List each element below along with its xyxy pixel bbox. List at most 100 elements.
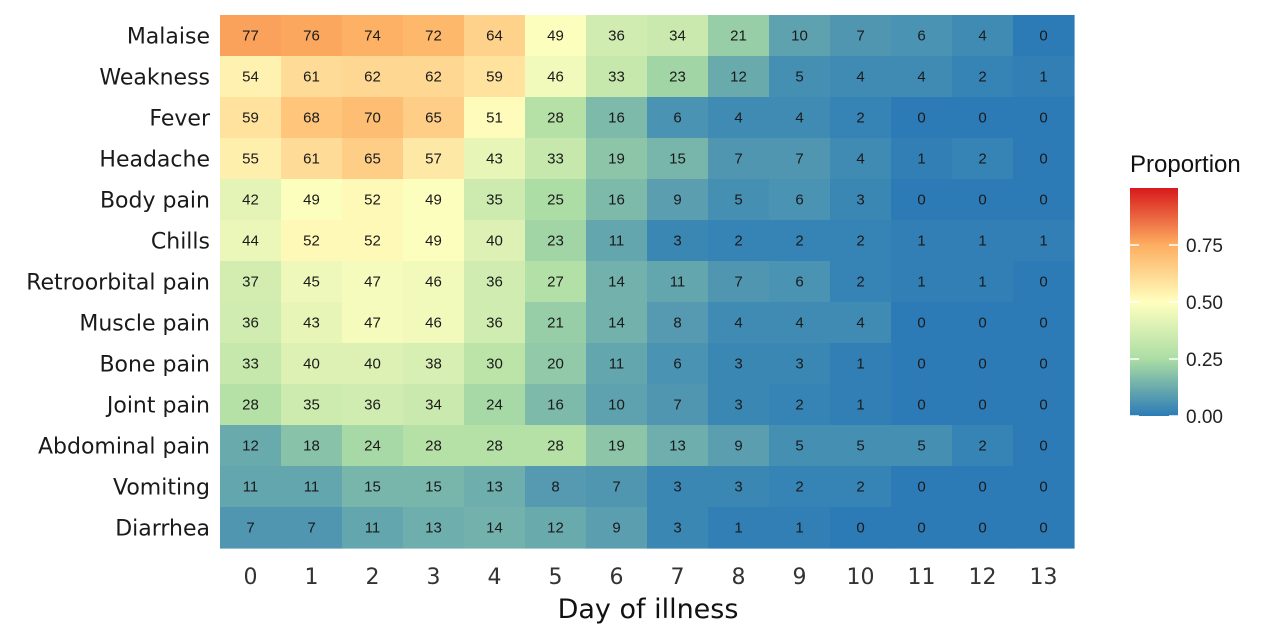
heatmap-cell: [769, 56, 831, 98]
heatmap-cell: [281, 220, 343, 262]
cell-value-label: 19: [608, 438, 625, 455]
cell-value-label: 33: [608, 69, 625, 86]
heatmap-cell: [464, 384, 526, 426]
cell-value-label: 7: [612, 479, 620, 496]
cell-value-label: 13: [669, 438, 686, 455]
cell-value-label: 0: [1039, 438, 1047, 455]
heatmap-cell: [586, 15, 648, 57]
heatmap-cell: [403, 507, 465, 549]
cell-value-label: 3: [734, 397, 742, 414]
cell-value-label: 16: [547, 397, 564, 414]
x-axis-tick-label: 3: [427, 565, 441, 590]
cell-value-label: 59: [242, 110, 259, 127]
heatmap-cell: [403, 261, 465, 303]
heatmap-cell: [769, 97, 831, 139]
cell-value-label: 7: [307, 520, 315, 537]
heatmap-cell: [647, 220, 709, 262]
heatmap-cell: [586, 138, 648, 180]
heatmap-cell: [891, 56, 953, 98]
heatmap-cell: [464, 97, 526, 139]
cell-value-label: 0: [978, 479, 986, 496]
cell-value-label: 38: [425, 356, 442, 373]
cell-value-label: 15: [669, 151, 686, 168]
cell-value-label: 0: [917, 110, 925, 127]
heatmap-cell: [769, 261, 831, 303]
cell-value-label: 45: [303, 274, 320, 291]
heatmap-cell: [830, 343, 892, 385]
cell-value-label: 62: [425, 69, 442, 86]
cell-value-label: 2: [978, 151, 986, 168]
colorbar-tick-label: 0.25: [1186, 350, 1223, 371]
heatmap-cell: [952, 343, 1014, 385]
heatmap-cell: [647, 384, 709, 426]
heatmap-cell: [769, 466, 831, 508]
cell-value-label: 11: [304, 479, 320, 496]
heatmap-cell: [342, 425, 404, 467]
heatmap-cell: [220, 56, 282, 98]
heatmap-cell: [464, 343, 526, 385]
x-axis-tick-label: 9: [793, 565, 807, 590]
heatmap-cell: [830, 97, 892, 139]
cell-value-label: 57: [425, 151, 442, 168]
cell-value-label: 70: [364, 110, 381, 127]
heatmap-cell: [342, 507, 404, 549]
heatmap-cell: [403, 466, 465, 508]
heatmap-cell: [464, 261, 526, 303]
cell-value-label: 36: [242, 315, 259, 332]
cell-value-label: 6: [795, 192, 803, 209]
cell-value-label: 13: [486, 479, 503, 496]
heatmap-cell: [891, 97, 953, 139]
heatmap-cell: [891, 138, 953, 180]
cell-value-label: 65: [425, 110, 442, 127]
heatmap-cell: [647, 179, 709, 221]
x-axis-tick-label: 6: [610, 565, 624, 590]
heatmap-cell: [1013, 15, 1075, 57]
cell-value-label: 0: [1039, 397, 1047, 414]
heatmap-cell: [464, 507, 526, 549]
cell-value-label: 0: [1039, 151, 1047, 168]
heatmap-cell: [647, 56, 709, 98]
heatmap-cell: [1013, 97, 1075, 139]
heatmap-cell: [281, 261, 343, 303]
cell-value-label: 0: [1039, 110, 1047, 127]
cell-value-label: 33: [547, 151, 564, 168]
cell-value-label: 23: [669, 69, 686, 86]
cell-value-label: 16: [608, 110, 625, 127]
cell-value-label: 10: [608, 397, 625, 414]
heatmap-cell: [952, 507, 1014, 549]
heatmap-cell: [830, 466, 892, 508]
cell-value-label: 0: [917, 192, 925, 209]
cell-value-label: 6: [673, 356, 681, 373]
cell-value-label: 11: [365, 520, 381, 537]
heatmap-cell: [220, 302, 282, 344]
colorbar-tick-label: 0.50: [1186, 293, 1223, 314]
heatmap-cell: [464, 179, 526, 221]
cell-value-label: 9: [612, 520, 620, 537]
cell-value-label: 4: [734, 110, 742, 127]
cell-value-label: 61: [303, 151, 320, 168]
heatmap-cell: [586, 56, 648, 98]
cell-value-labels: 77 76 74 72 64 49 36 34 21 10 7 6 4 054 61 62 62 59 46 33 23…: [242, 28, 1048, 537]
heatmap-cell: [708, 302, 770, 344]
heatmap-cell: [586, 507, 648, 549]
x-axis-tick-labels: 0 1 2 3 4 5 6 7 8 9 10 11 12 13: [244, 565, 1058, 590]
heatmap-cell: [220, 138, 282, 180]
cell-value-label: 35: [303, 397, 320, 414]
cell-value-label: 0: [978, 110, 986, 127]
cell-value-label: 21: [547, 315, 564, 332]
heatmap-cell: [708, 507, 770, 549]
heatmap-cell: [891, 302, 953, 344]
heatmap-cell: [891, 384, 953, 426]
cell-value-label: 0: [978, 520, 986, 537]
cell-value-label: 2: [978, 438, 986, 455]
cell-value-label: 61: [303, 69, 320, 86]
heatmap-cell: [1013, 179, 1075, 221]
heatmap-cell: [281, 179, 343, 221]
cell-value-label: 0: [856, 520, 864, 537]
cell-value-label: 4: [917, 69, 925, 86]
cell-value-label: 2: [856, 233, 864, 250]
heatmap-cell: [525, 425, 587, 467]
heatmap-cell: [220, 466, 282, 508]
heatmap-cell: [464, 220, 526, 262]
heatmap-cell: [952, 302, 1014, 344]
